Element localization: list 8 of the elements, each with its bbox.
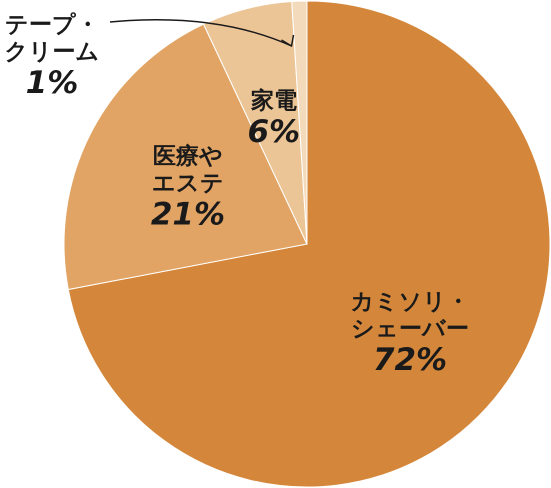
data-label: 6%: [247, 114, 300, 150]
data-label: 1%: [26, 65, 78, 101]
slice-label: 家電: [250, 87, 297, 114]
data-label: 72%: [372, 342, 448, 378]
slice-label: 医療やエステ: [152, 142, 224, 196]
data-label: 21%: [150, 196, 226, 232]
slice-label: カミソリ・シェーバー: [350, 289, 470, 342]
slice-label: テープ・クリーム: [4, 12, 100, 65]
